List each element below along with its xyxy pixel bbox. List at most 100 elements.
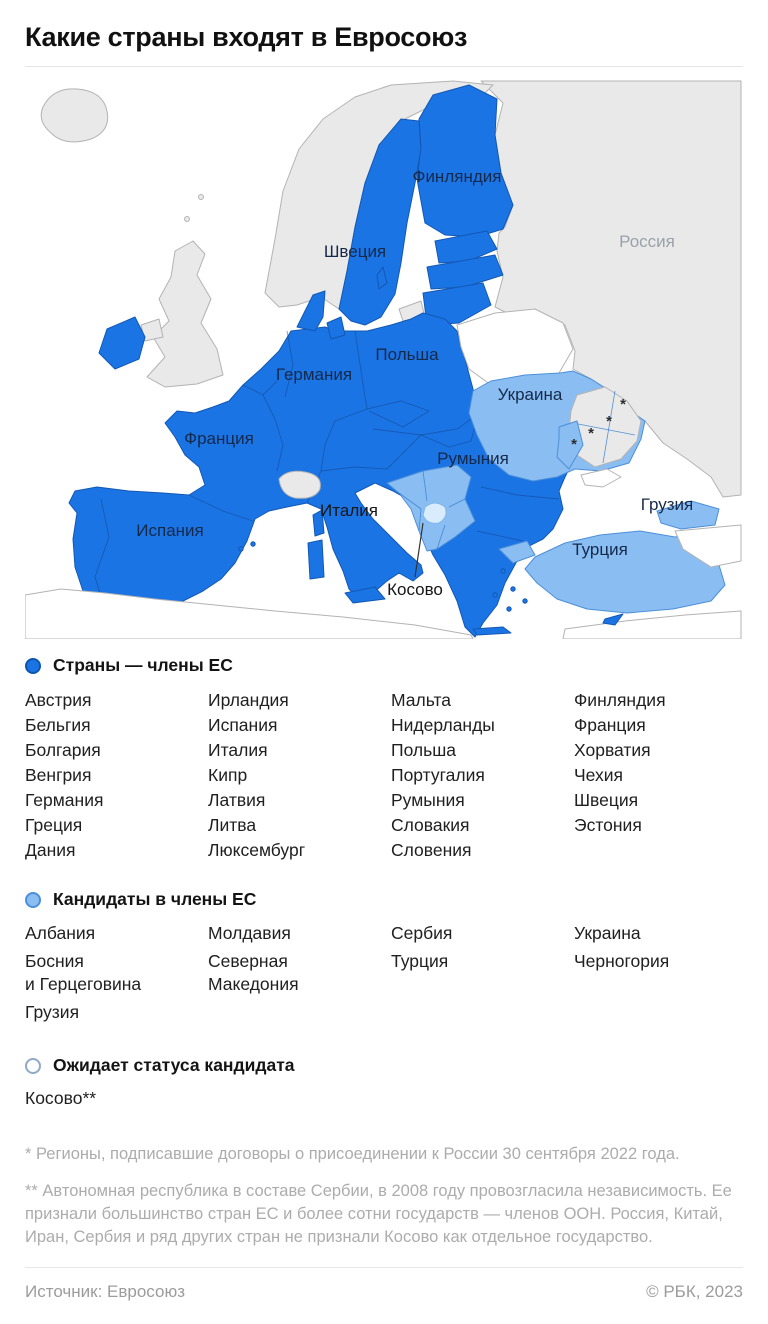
- candidates-col-2: Молдавия Северная Македония: [208, 922, 377, 1029]
- north-africa: [25, 588, 474, 639]
- infographic-page: Какие страны входят в Евросоюз: [0, 22, 768, 1302]
- country-item: Албания: [25, 923, 96, 943]
- svg-text:*: *: [588, 425, 594, 442]
- annexed-border: [572, 422, 636, 436]
- label-romania: Румыния: [437, 449, 509, 468]
- country-item: Швеция: [574, 790, 639, 810]
- annexed-asterisks: * * * *: [571, 396, 626, 453]
- svg-text:*: *: [606, 413, 612, 430]
- candidates-col-1: Албания Босния и Герцеговина Грузия: [25, 922, 194, 1029]
- country-item: Австрия: [25, 690, 92, 710]
- caucasus-other: [674, 524, 742, 568]
- country-item: Польша: [391, 740, 457, 760]
- country-estonia: [434, 230, 498, 264]
- svg-text:*: *: [620, 396, 626, 413]
- copyright-label: © РБК, 2023: [646, 1282, 743, 1301]
- footnote-kosovo: ** Автономная республика в составе Серби…: [25, 1182, 732, 1246]
- country-latvia: [426, 254, 504, 290]
- country-item: Хорватия: [574, 740, 651, 760]
- country-georgia: [656, 500, 720, 530]
- label-ukraine: Украина: [498, 385, 563, 404]
- country-item: Италия: [208, 740, 268, 760]
- members-col-2: Ирландия Испания Италия Кипр Латвия Литв…: [208, 688, 377, 863]
- country-item: Северная Македония: [208, 951, 299, 994]
- country-denmark: [296, 290, 326, 332]
- country-item: Люксембург: [208, 840, 306, 860]
- country-item: Нидерланды: [391, 715, 495, 735]
- members-col-4: Финляндия Франция Хорватия Чехия Швеция …: [574, 688, 743, 863]
- country-item: Латвия: [208, 790, 266, 810]
- country-turkey: [524, 530, 726, 614]
- country-switzerland: [278, 470, 321, 499]
- label-turkey: Турция: [572, 540, 628, 559]
- map-labels: Финляндия Швеция Россия Польша Германия …: [136, 167, 693, 599]
- country-item: Босния и Герцеговина: [25, 951, 142, 994]
- island-corsica: [312, 509, 325, 537]
- country-iceland: [40, 88, 109, 143]
- country-item: Мальта: [391, 690, 452, 710]
- country-item: Бельгия: [25, 715, 91, 735]
- country-item: Португалия: [391, 765, 485, 785]
- country-finland: [416, 84, 514, 238]
- country-item: Словакия: [391, 815, 470, 835]
- footer-divider: [25, 1267, 743, 1268]
- country-item: Дания: [25, 840, 76, 860]
- label-georgia: Грузия: [641, 495, 694, 514]
- island-orkney: [184, 216, 190, 222]
- label-sweden: Швеция: [324, 242, 386, 261]
- kosovo-callout-line: [414, 522, 424, 578]
- title-divider: [25, 66, 743, 67]
- country-item: Словения: [391, 840, 472, 860]
- country-item-kosovo: Косово**: [25, 1088, 97, 1108]
- label-italy: Италия: [320, 501, 378, 520]
- island-shetland: [198, 194, 204, 200]
- country-item: Кипр: [208, 765, 248, 785]
- country-item: Турция: [391, 951, 449, 971]
- region-thrace: [498, 540, 536, 564]
- island-sardinia: [307, 539, 325, 580]
- country-item: Румыния: [391, 790, 465, 810]
- country-item: Греция: [25, 815, 83, 835]
- members-col-1: Австрия Бельгия Болгария Венгрия Германи…: [25, 688, 194, 863]
- region-crimea: [580, 468, 622, 488]
- country-item: Ирландия: [208, 690, 289, 710]
- country-item: Болгария: [25, 740, 101, 760]
- annexed-border: [602, 390, 616, 464]
- country-item: Германия: [25, 790, 104, 810]
- country-item: Эстония: [574, 815, 642, 835]
- island-gotland: [376, 266, 388, 290]
- country-item: Украина: [574, 923, 641, 943]
- awaiting-dot-icon: [25, 1057, 41, 1074]
- label-germany: Германия: [276, 365, 352, 384]
- page-title: Какие страны входят в Евросоюз: [25, 22, 468, 52]
- source-label: Источник: Евросоюз: [25, 1282, 185, 1301]
- footer: Источник: Евросоюз © РБК, 2023: [25, 1282, 743, 1302]
- island-sicily: [344, 586, 386, 604]
- legend-candidates-title: Кандидаты в члены ЕС: [53, 889, 257, 909]
- member-dot-icon: [25, 657, 41, 674]
- country-item: Сербия: [391, 923, 453, 943]
- country-item: Франция: [574, 715, 646, 735]
- candidates-col-3: Сербия Турция: [391, 922, 560, 1029]
- middle-east: [562, 610, 742, 639]
- label-russia: Россия: [619, 232, 675, 251]
- legend-candidates-heading: Кандидаты в члены ЕС: [25, 889, 743, 910]
- region-kosovo: [422, 502, 447, 524]
- legend-awaiting-heading: Ожидает статуса кандидата: [25, 1055, 743, 1076]
- aegean-islands: [238, 541, 528, 612]
- country-item: Черногория: [574, 951, 670, 971]
- candidates-grid: Албания Босния и Герцеговина Грузия Молд…: [25, 922, 743, 1029]
- country-sweden: [338, 118, 422, 326]
- label-finland: Финляндия: [413, 167, 502, 186]
- label-poland: Польша: [375, 345, 439, 364]
- island-crete: [472, 626, 512, 636]
- island-zealand: [326, 316, 346, 340]
- label-kosovo: Косово: [387, 580, 443, 599]
- balkan-internal-borders: [398, 470, 466, 550]
- label-france: Франция: [184, 429, 254, 448]
- country-item: Испания: [208, 715, 278, 735]
- europe-map-svg: * * * * Финляндия Швеция Россия Польша Г…: [25, 79, 743, 639]
- candidate-dot-icon: [25, 891, 41, 908]
- country-item: Венгрия: [25, 765, 92, 785]
- label-spain: Испания: [136, 521, 203, 540]
